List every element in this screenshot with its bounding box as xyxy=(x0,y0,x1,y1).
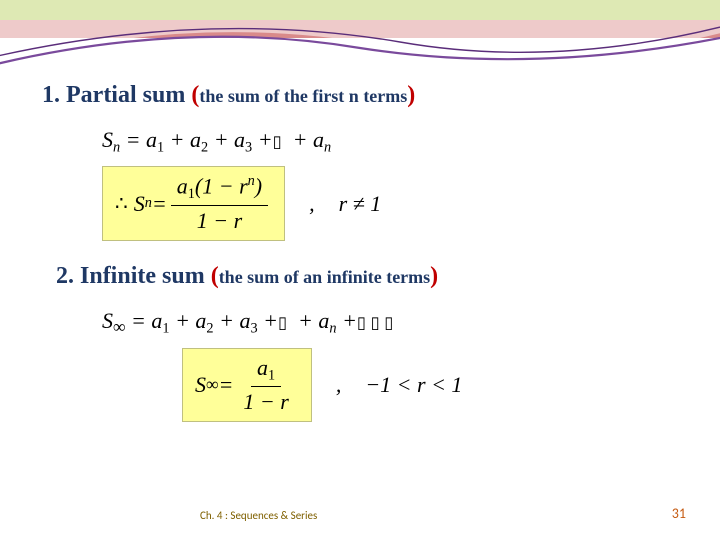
footer-page-number: 31 xyxy=(672,505,686,522)
section2-heading: 2. Infinite sum (the sum of an infinite … xyxy=(56,263,680,290)
section1-condition: r ≠ 1 xyxy=(339,191,382,217)
s2-lhs-sub: ∞ xyxy=(113,317,126,337)
section2-formula-row: S∞ = a1 1 − r , −1 < r < 1 xyxy=(182,348,680,422)
s1-eq: = xyxy=(120,127,146,152)
s1-p2: + xyxy=(208,127,234,152)
s1-num-a: a xyxy=(177,174,188,199)
s2-p1: + xyxy=(170,308,196,333)
section1-heading: 1. Partial sum (the sum of the first n t… xyxy=(42,82,680,109)
s1-num-exp: n xyxy=(248,173,255,189)
section1-subtitle: the sum of the first n terms xyxy=(199,86,407,106)
s2-a2-sub: 2 xyxy=(206,320,213,336)
slide-content: 1. Partial sum ( the sum of the first n t… xyxy=(42,82,680,444)
s2-frac: a1 1 − r xyxy=(237,355,294,415)
s2-p2: + xyxy=(214,308,240,333)
footer-chapter: Ch. 4 : Sequences & Series xyxy=(200,509,317,522)
s2-trail: ▯ ▯ ▯ xyxy=(357,314,393,332)
s2-pb: + xyxy=(258,308,278,333)
s1-an-sub: n xyxy=(324,139,331,155)
s1-therefore: ∴ xyxy=(115,191,128,216)
s2-box-lhs: S xyxy=(195,372,206,398)
header-decoration xyxy=(0,0,720,78)
s1-box: ▯ xyxy=(273,133,282,151)
s1-comma: , xyxy=(309,191,315,217)
s2-p3: + xyxy=(293,308,319,333)
s1-box-lhs: S xyxy=(134,191,145,217)
section2-paren-close: ) xyxy=(430,263,438,289)
section1-title: Partial sum xyxy=(66,82,191,108)
section1-number: 1. xyxy=(42,82,66,108)
s1-den: 1 − r xyxy=(191,206,248,234)
s2-a1: a xyxy=(151,308,162,333)
s2-a3: a xyxy=(239,308,250,333)
s1-num-a-sub: 1 xyxy=(188,186,195,202)
s2-eq: = xyxy=(126,308,152,333)
s1-a1: a xyxy=(146,127,157,152)
s1-a3: a xyxy=(234,127,245,152)
s1-num-close: ) xyxy=(255,174,262,199)
s2-comma: , xyxy=(336,372,342,398)
s1-frac: a1(1 − rn) 1 − r xyxy=(171,173,268,234)
s2-pb2: + xyxy=(337,308,357,333)
s2-box: ▯ xyxy=(278,314,287,332)
s2-den: 1 − r xyxy=(237,387,294,415)
s1-num-r: r xyxy=(239,174,248,199)
section2-subtitle: the sum of an infinite terms xyxy=(219,267,430,287)
section2-paren-open: ( xyxy=(211,263,219,289)
s2-a3-sub: 3 xyxy=(250,320,257,336)
s1-box-eq: = xyxy=(152,191,167,217)
s1-p3: + xyxy=(287,127,313,152)
s2-lhs: S xyxy=(102,308,113,333)
section2-formula-box: S∞ = a1 1 − r xyxy=(182,348,312,422)
section1-formula-box: ∴ Sn = a1(1 − rn) 1 − r xyxy=(102,166,285,241)
s2-box-sub: ∞ xyxy=(206,374,219,395)
s1-lhs: S xyxy=(102,127,113,152)
section2-condition: −1 < r < 1 xyxy=(365,372,462,398)
section2-number: 2. xyxy=(56,263,80,289)
s1-p1: + xyxy=(164,127,190,152)
s2-num-a: a xyxy=(257,355,268,380)
section1-expansion: Sn = a1 + a2 + a3 +▯ + an xyxy=(102,127,680,156)
s2-num-a-sub: 1 xyxy=(268,367,275,383)
s1-an: a xyxy=(313,127,324,152)
s2-box-eq: = xyxy=(219,372,234,398)
s2-a2: a xyxy=(195,308,206,333)
s1-a2: a xyxy=(190,127,201,152)
s2-a1-sub: 1 xyxy=(162,320,169,336)
s1-num-open: (1 − xyxy=(195,174,239,199)
s2-an-sub: n xyxy=(329,320,336,336)
s1-pb: + xyxy=(252,127,272,152)
section2-expansion: S∞ = a1 + a2 + a3 +▯ + an +▯ ▯ ▯ xyxy=(102,308,680,337)
s1-box-sub: n xyxy=(145,195,152,212)
s2-an: a xyxy=(318,308,329,333)
section1-paren-close: ) xyxy=(407,82,415,108)
section1-formula-row: ∴ Sn = a1(1 − rn) 1 − r , r ≠ 1 xyxy=(102,166,680,241)
section2-title: Infinite sum xyxy=(80,263,211,289)
